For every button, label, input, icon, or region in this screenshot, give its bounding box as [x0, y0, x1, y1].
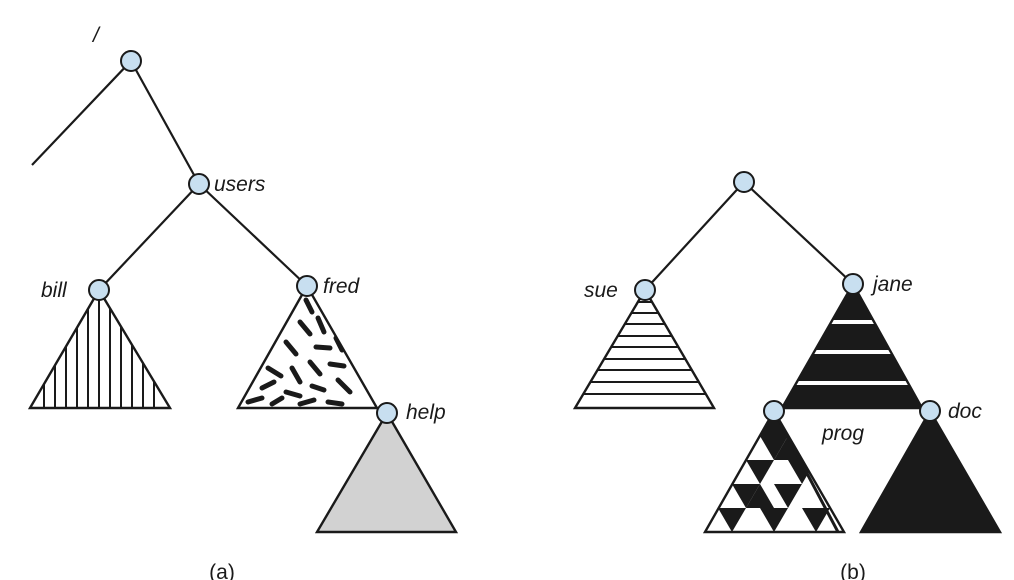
sue-subtree	[572, 287, 717, 410]
doc-node	[919, 400, 941, 422]
edge-root-to-left	[31, 60, 132, 166]
help-node	[376, 402, 398, 424]
users-label: users	[214, 173, 266, 196]
prog-label: prog	[821, 422, 864, 445]
sue-label: sue	[584, 279, 618, 302]
doc-subtree	[858, 408, 1003, 534]
fred-label: fred	[323, 275, 361, 298]
figure-b: sue jane prog doc (b)	[572, 171, 1003, 580]
jane-label: jane	[870, 273, 913, 296]
help-subtree	[314, 410, 459, 534]
caption-a: (a)	[209, 561, 235, 580]
edge-root-to-users	[130, 60, 200, 185]
help-label: help	[406, 401, 446, 424]
bill-node	[88, 279, 110, 301]
doc-label: doc	[948, 400, 982, 423]
root-node	[120, 50, 142, 72]
jane-node	[842, 273, 864, 295]
bill-label: bill	[41, 279, 68, 302]
caption-b: (b)	[840, 561, 866, 580]
edge-users-to-fred	[198, 183, 308, 287]
prog-subtree	[702, 408, 847, 534]
edge-root-to-sue	[644, 181, 745, 291]
users-node	[188, 173, 210, 195]
figure-a: / users bill fred help (a)	[27, 24, 459, 580]
root-b-node	[733, 171, 755, 193]
edge-root-to-jane	[743, 181, 854, 285]
fred-node	[296, 275, 318, 297]
jane-subtree	[779, 281, 925, 410]
sue-node	[634, 279, 656, 301]
prog-node	[763, 400, 785, 422]
fred-subtree	[235, 283, 380, 410]
edge-users-to-bill	[98, 183, 200, 291]
root-label: /	[91, 24, 101, 47]
